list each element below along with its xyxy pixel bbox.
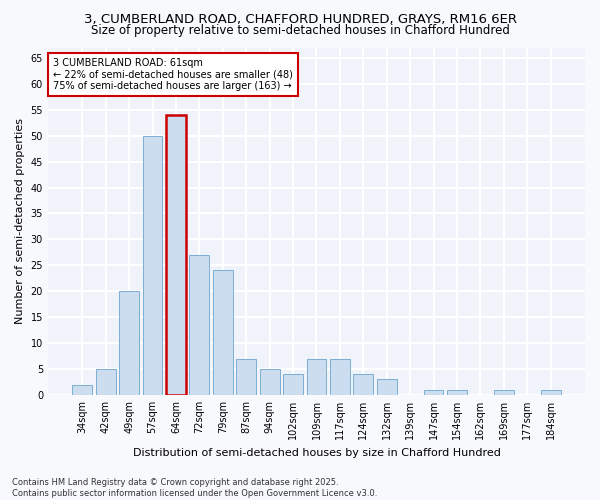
Bar — [330, 358, 350, 395]
X-axis label: Distribution of semi-detached houses by size in Chafford Hundred: Distribution of semi-detached houses by … — [133, 448, 500, 458]
Bar — [213, 270, 233, 395]
Bar — [260, 369, 280, 395]
Bar — [424, 390, 443, 395]
Bar — [307, 358, 326, 395]
Bar — [73, 384, 92, 395]
Y-axis label: Number of semi-detached properties: Number of semi-detached properties — [15, 118, 25, 324]
Text: 3 CUMBERLAND ROAD: 61sqm
← 22% of semi-detached houses are smaller (48)
75% of s: 3 CUMBERLAND ROAD: 61sqm ← 22% of semi-d… — [53, 58, 293, 91]
Bar — [377, 380, 397, 395]
Bar — [236, 358, 256, 395]
Text: Contains HM Land Registry data © Crown copyright and database right 2025.
Contai: Contains HM Land Registry data © Crown c… — [12, 478, 377, 498]
Bar — [96, 369, 116, 395]
Bar — [143, 136, 163, 395]
Bar — [190, 255, 209, 395]
Bar — [166, 115, 186, 395]
Bar — [541, 390, 560, 395]
Bar — [353, 374, 373, 395]
Bar — [447, 390, 467, 395]
Bar — [119, 291, 139, 395]
Bar — [494, 390, 514, 395]
Text: 3, CUMBERLAND ROAD, CHAFFORD HUNDRED, GRAYS, RM16 6ER: 3, CUMBERLAND ROAD, CHAFFORD HUNDRED, GR… — [83, 12, 517, 26]
Bar — [283, 374, 303, 395]
Text: Size of property relative to semi-detached houses in Chafford Hundred: Size of property relative to semi-detach… — [91, 24, 509, 37]
